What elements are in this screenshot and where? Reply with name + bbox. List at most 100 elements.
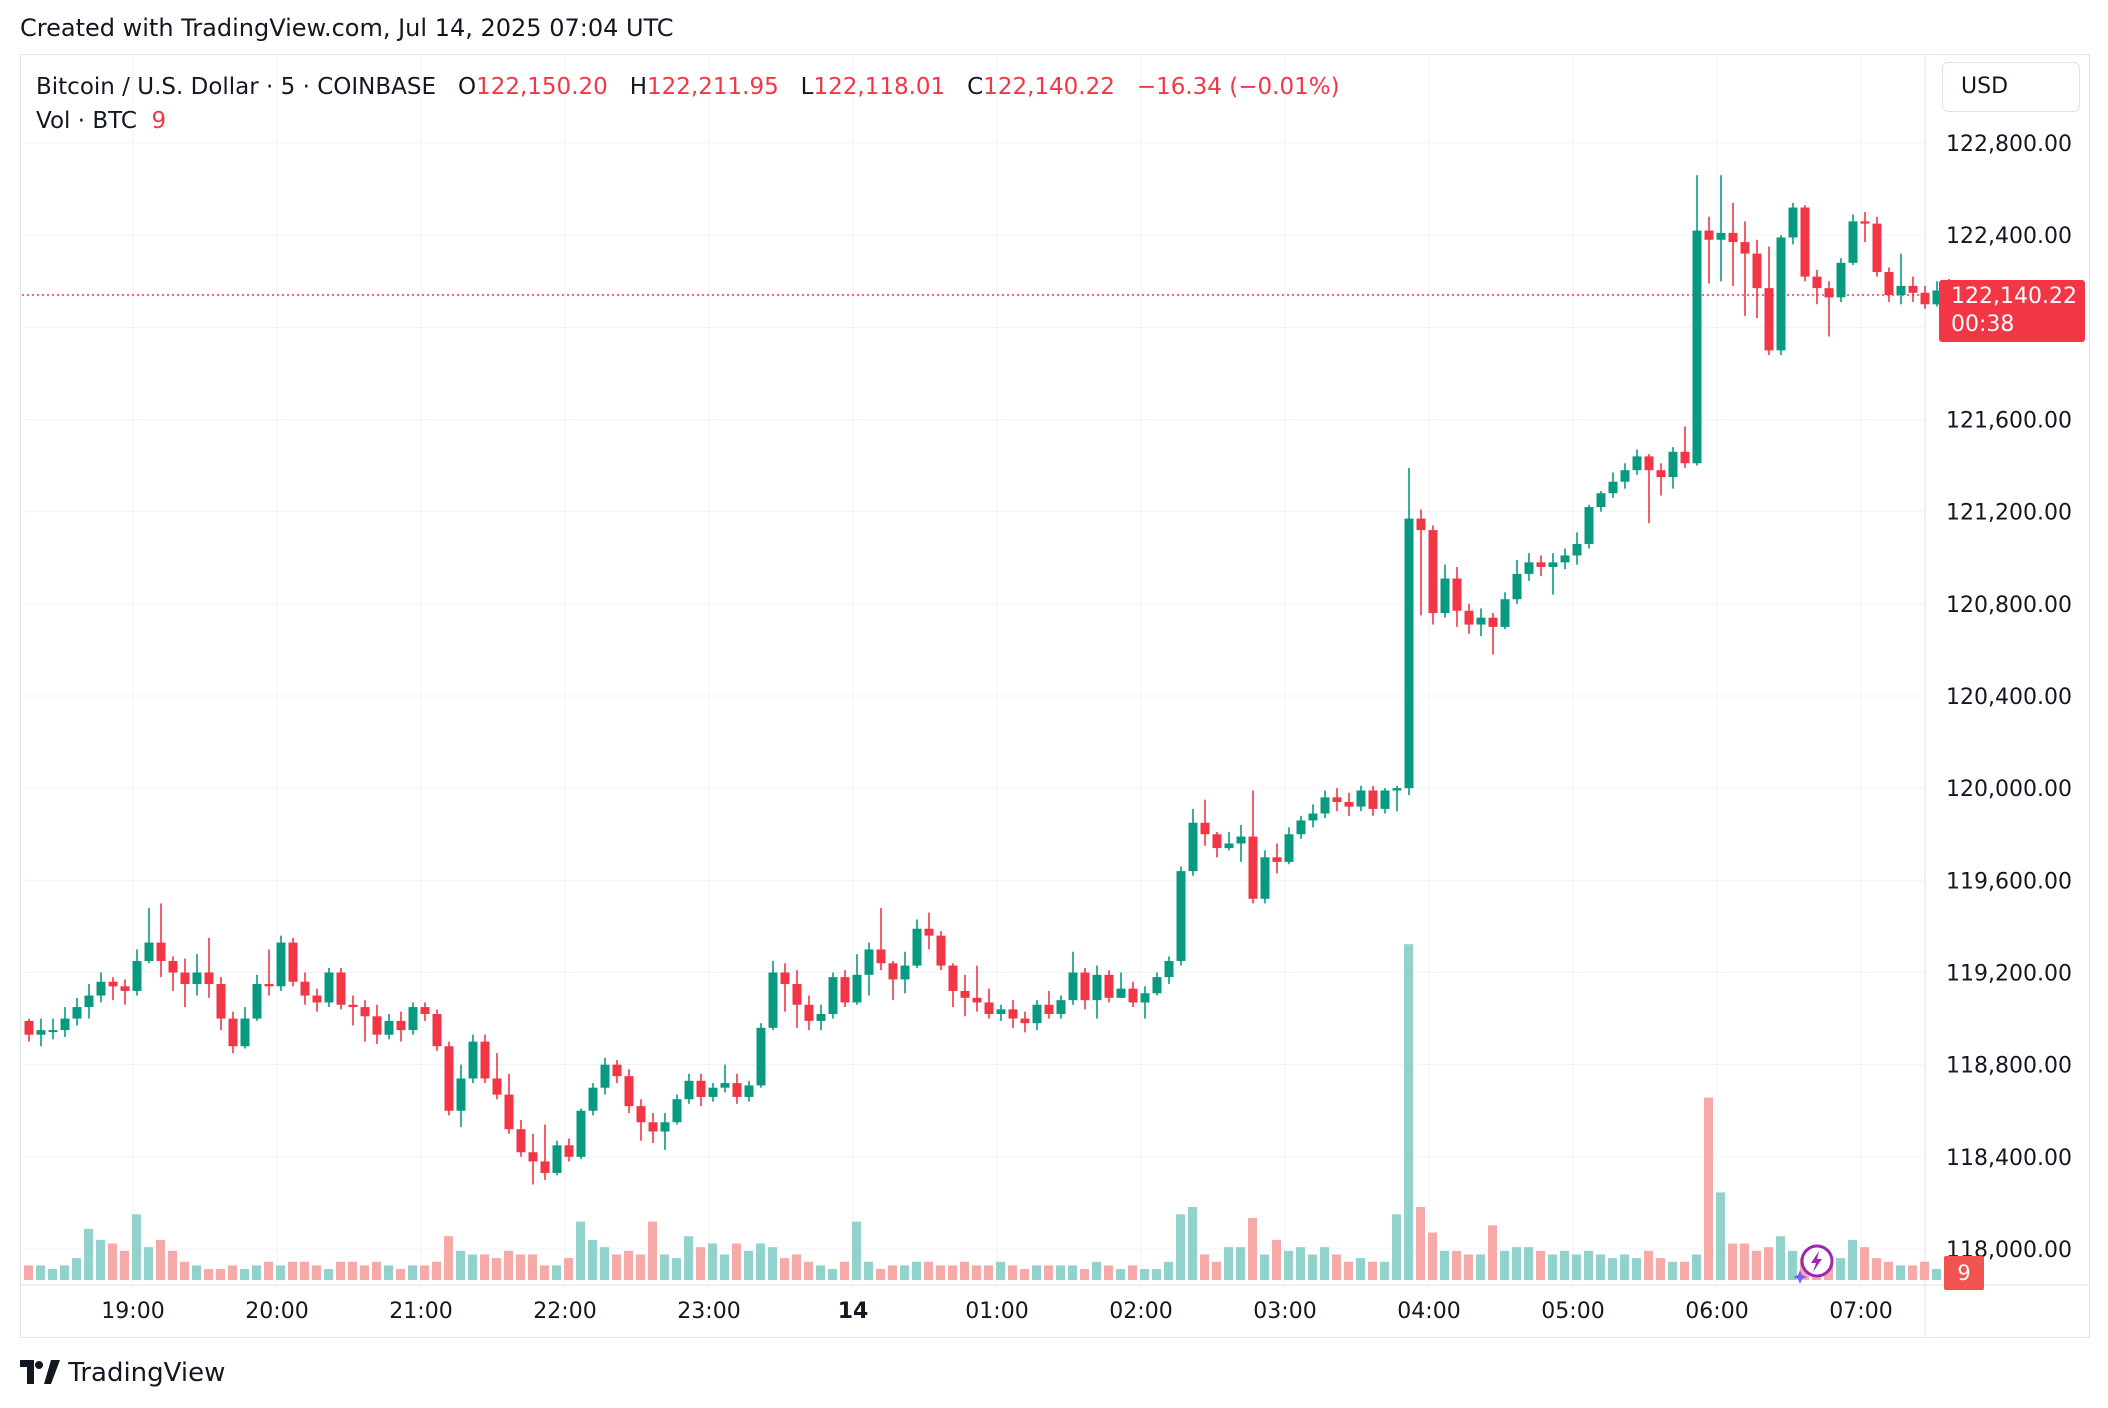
candle-body[interactable] [1764, 288, 1774, 351]
candle-body[interactable] [1860, 221, 1870, 224]
candle-body[interactable] [432, 1013, 442, 1047]
legend-volume-label[interactable]: Vol · BTC [36, 108, 137, 134]
candle-body[interactable] [360, 1007, 370, 1017]
candle-body[interactable] [84, 995, 94, 1008]
candle-body[interactable] [1824, 288, 1834, 298]
candle-body[interactable] [912, 928, 922, 966]
candle-body[interactable] [48, 1030, 58, 1033]
candle-body[interactable] [336, 972, 346, 1005]
candle-body[interactable] [1236, 836, 1246, 844]
candle-body[interactable] [1464, 610, 1474, 625]
candle-body[interactable] [480, 1041, 490, 1079]
candle-body[interactable] [1008, 1009, 1018, 1019]
candle-body[interactable] [960, 990, 970, 998]
candle-body[interactable] [300, 981, 310, 996]
candle-body[interactable] [1032, 1004, 1042, 1024]
candle-body[interactable] [1836, 262, 1846, 298]
candle-body[interactable] [1848, 221, 1858, 263]
candle-body[interactable] [816, 1013, 826, 1021]
candle-body[interactable] [72, 1007, 82, 1019]
candle-body[interactable] [384, 1020, 394, 1035]
candle-body[interactable] [180, 972, 190, 985]
candle-body[interactable] [504, 1094, 514, 1130]
candle-body[interactable] [1644, 456, 1654, 471]
candle-body[interactable] [732, 1083, 742, 1097]
candle-body[interactable] [228, 1018, 238, 1047]
candle-body[interactable] [36, 1030, 46, 1035]
candle-body[interactable] [612, 1064, 622, 1077]
candle-body[interactable] [1320, 797, 1330, 814]
candle-body[interactable] [1872, 223, 1882, 273]
candle-body[interactable] [1728, 232, 1738, 243]
candle-body[interactable] [576, 1110, 586, 1157]
candle-body[interactable] [888, 963, 898, 980]
candle-body[interactable] [780, 972, 790, 985]
candle-body[interactable] [168, 960, 178, 973]
candle-body[interactable] [1380, 790, 1390, 809]
candle-body[interactable] [96, 981, 106, 996]
candle-body[interactable] [1680, 451, 1690, 464]
candle-body[interactable] [192, 972, 202, 985]
candle-body[interactable] [1212, 834, 1222, 849]
candle-body[interactable] [1344, 801, 1354, 807]
candle-body[interactable] [1932, 290, 1942, 305]
candle-body[interactable] [1080, 972, 1090, 1001]
candle-body[interactable] [1332, 797, 1342, 802]
candle-body[interactable] [1152, 977, 1162, 994]
candle-body[interactable] [948, 965, 958, 991]
candle-body[interactable] [1020, 1018, 1030, 1024]
candle-body[interactable] [1128, 988, 1138, 1003]
candle-body[interactable] [1752, 253, 1762, 289]
candle-body[interactable] [24, 1020, 34, 1035]
candle-body[interactable] [672, 1099, 682, 1123]
candle-body[interactable] [852, 974, 862, 1003]
candle-body[interactable] [444, 1046, 454, 1111]
candle-body[interactable] [468, 1041, 478, 1079]
candle-body[interactable] [132, 960, 142, 991]
candle-body[interactable] [1368, 790, 1378, 809]
candle-body[interactable] [420, 1007, 430, 1014]
candle-body[interactable] [876, 949, 886, 964]
candle-body[interactable] [1164, 960, 1174, 978]
candle-body[interactable] [1092, 974, 1102, 1001]
candle-body[interactable] [240, 1018, 250, 1047]
candle-body[interactable] [1248, 836, 1258, 899]
candle-body[interactable] [1392, 788, 1402, 791]
candle-body[interactable] [540, 1161, 550, 1173]
candle-body[interactable] [60, 1018, 70, 1031]
candle-body[interactable] [864, 949, 874, 975]
candle-body[interactable] [1056, 1000, 1066, 1014]
candle-body[interactable] [768, 972, 778, 1028]
candle-body[interactable] [924, 928, 934, 936]
candle-body[interactable] [648, 1122, 658, 1132]
candle-body[interactable] [792, 984, 802, 1005]
candle-body[interactable] [516, 1129, 526, 1153]
candle-body[interactable] [588, 1087, 598, 1111]
candle-body[interactable] [1284, 834, 1294, 862]
candle-body[interactable] [1800, 207, 1810, 277]
candle-body[interactable] [1716, 232, 1726, 240]
candle-body[interactable] [408, 1007, 418, 1031]
candle-body[interactable] [972, 997, 982, 1003]
candle-body[interactable] [1260, 857, 1270, 899]
candle-body[interactable] [552, 1145, 562, 1173]
candle-body[interactable] [216, 984, 226, 1019]
candle-body[interactable] [1596, 493, 1606, 508]
candle-body[interactable] [252, 984, 262, 1019]
candle-body[interactable] [1476, 617, 1486, 625]
candle-body[interactable] [144, 942, 154, 961]
candle-body[interactable] [1116, 988, 1126, 998]
candle-body[interactable] [1608, 481, 1618, 494]
candle-body[interactable] [1044, 1004, 1054, 1014]
candle-body[interactable] [1896, 285, 1906, 296]
candle-body[interactable] [1356, 790, 1366, 807]
candle-body[interactable] [120, 986, 130, 991]
candle-body[interactable] [756, 1027, 766, 1086]
candle-body[interactable] [696, 1080, 706, 1097]
candle-body[interactable] [1272, 857, 1282, 862]
candle-body[interactable] [1884, 272, 1894, 296]
candle-body[interactable] [348, 1004, 358, 1008]
candle-body[interactable] [1584, 507, 1594, 544]
candle-body[interactable] [984, 1002, 994, 1014]
candle-body[interactable] [840, 977, 850, 1003]
